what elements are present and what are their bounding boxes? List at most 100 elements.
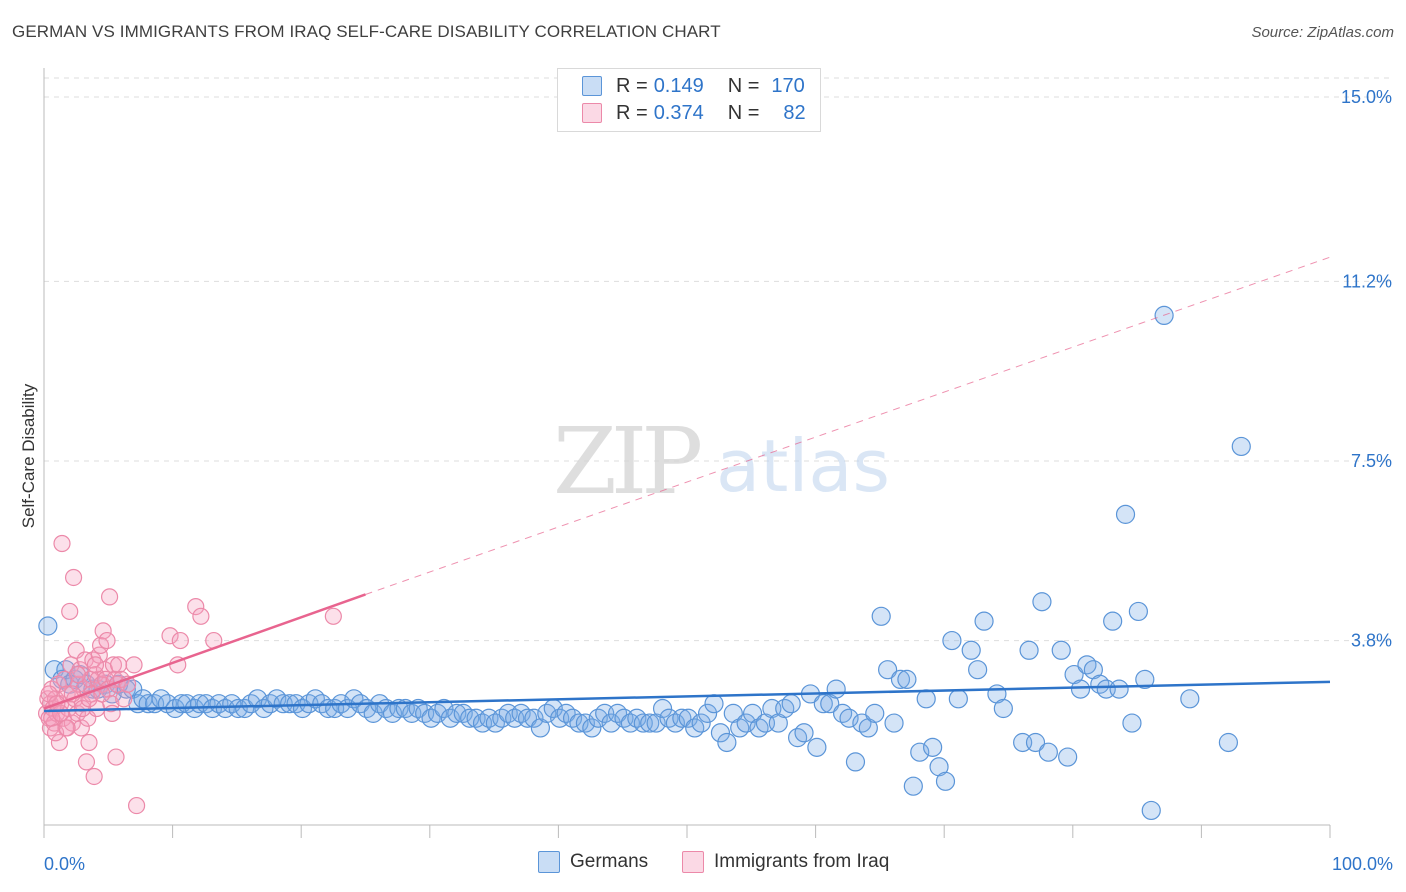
germans-point [691, 713, 711, 733]
germans-point [1128, 601, 1148, 622]
germans-point [652, 698, 673, 719]
iraq-point [77, 753, 96, 771]
germans-point [871, 606, 891, 626]
iraq-point [61, 602, 79, 621]
iraq-point [161, 627, 179, 645]
bottom-legend-germans: Germans [538, 851, 648, 873]
iraq-point [100, 588, 119, 606]
iraq-point [324, 607, 342, 625]
iraq-point [50, 733, 69, 752]
iraq-point [58, 719, 76, 737]
iraq-trend-extension [365, 256, 1331, 595]
germans-point [974, 611, 994, 631]
germans-point [517, 708, 538, 728]
legend-r-value: 0.149 [653, 74, 704, 97]
germans-point [993, 698, 1013, 719]
y-tick-label: 15.0% [1341, 87, 1392, 107]
germans-point [1058, 747, 1078, 767]
germans-point [1218, 732, 1239, 753]
legend-swatch-iraq [582, 103, 602, 123]
germans-point [794, 723, 814, 743]
germans-point [1135, 669, 1155, 690]
iraq-point [171, 631, 189, 650]
iraq-point [109, 656, 128, 674]
watermark: ZIP atlas [553, 408, 890, 515]
germans-point [697, 703, 718, 723]
iraq-point [98, 631, 116, 650]
iraq-point [72, 719, 90, 737]
germans-point [813, 694, 833, 714]
legend-r-label: R = [616, 101, 648, 124]
legend-row-iraq: R = 0.374 N = 82 [582, 101, 806, 125]
germans-point [1038, 742, 1058, 762]
germans-point [717, 732, 737, 753]
watermark-zip: ZIP [553, 408, 700, 515]
germans-point [1109, 679, 1129, 699]
germans-point [247, 689, 268, 709]
x-tick-label: 100.0% [1332, 854, 1393, 874]
germans-point [961, 640, 981, 660]
germans-point [839, 708, 859, 728]
iraq-point [104, 656, 123, 674]
germans-point [582, 718, 602, 738]
bottom-swatch-iraq [682, 851, 704, 873]
iraq-points [37, 534, 342, 815]
iraq-point [53, 534, 71, 553]
germans-point [1231, 436, 1251, 457]
chart-title: GERMAN VS IMMIGRANTS FROM IRAQ SELF-CARE… [12, 22, 721, 41]
y-axis-label: Self-Care Disability [19, 383, 38, 528]
germans-point [640, 713, 660, 733]
iraq-point [63, 714, 81, 732]
germans-point [781, 694, 801, 714]
germans-point [1141, 800, 1161, 821]
germans-point [1025, 732, 1046, 753]
iraq-point [107, 748, 125, 766]
germans-point [434, 698, 454, 719]
germans-point [916, 689, 936, 709]
germans-point [935, 771, 956, 791]
germans-point [1180, 689, 1200, 709]
source-label: Source: ZipAtlas.com [1251, 24, 1394, 41]
germans-point [704, 694, 724, 714]
germans-point [710, 723, 731, 743]
germans-point [910, 742, 930, 762]
y-tick-label: 7.5% [1351, 451, 1392, 471]
germans-point [1019, 640, 1039, 660]
germans-trend-line [43, 680, 1331, 713]
germans-point [903, 776, 923, 796]
germans-points [38, 305, 1251, 821]
germans-point [601, 713, 621, 733]
germans-point [447, 703, 467, 723]
iraq-point [187, 597, 205, 616]
watermark-atlas: atlas [716, 424, 890, 508]
trend-lines [43, 256, 1331, 713]
y-tick-label: 3.8% [1351, 631, 1392, 651]
germans-point [672, 708, 692, 728]
germans-point [942, 630, 962, 651]
x-tick-label: 0.0% [44, 854, 85, 874]
legend-n-label: N = [727, 101, 760, 124]
germans-point [678, 708, 698, 728]
iraq-point [64, 568, 83, 587]
bottom-legend-iraq-label: Immigrants from Iraq [714, 851, 890, 872]
germans-point [1115, 504, 1136, 524]
germans-point [948, 689, 968, 709]
iraq-trend-line [43, 593, 366, 710]
germans-point [878, 660, 898, 680]
bottom-legend-germans-label: Germans [570, 851, 649, 872]
germans-point [736, 713, 756, 733]
germans-point [569, 713, 589, 733]
germans-point [1070, 679, 1091, 699]
germans-point [460, 708, 480, 728]
iraq-point [86, 665, 105, 684]
germans-point [1032, 592, 1052, 612]
germans-point [968, 660, 988, 680]
germans-point [897, 669, 917, 690]
germans-point [228, 698, 248, 719]
legend-n-value: 170 [771, 74, 805, 97]
germans-point [280, 694, 300, 714]
iraq-point [80, 733, 98, 752]
germans-point [923, 737, 943, 757]
iraq-point [103, 704, 121, 722]
